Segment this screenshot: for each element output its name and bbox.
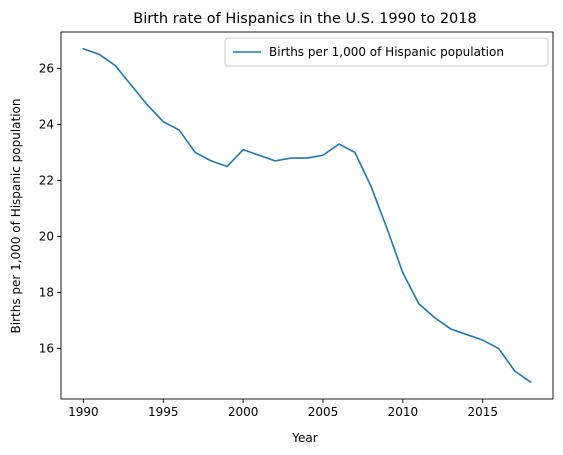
y-tick-label: 26 bbox=[39, 61, 54, 75]
plot-frame bbox=[60, 31, 554, 400]
y-tick-label: 16 bbox=[39, 342, 54, 356]
legend: Births per 1,000 of Hispanic population bbox=[224, 37, 549, 67]
x-axis-title: Year bbox=[291, 431, 317, 445]
x-tick-label: 2015 bbox=[467, 405, 498, 419]
y-tick-label: 18 bbox=[39, 286, 54, 300]
legend-box bbox=[224, 37, 549, 67]
series-line bbox=[82, 47, 532, 384]
x-tick-label: 1995 bbox=[148, 405, 179, 419]
chart-title: Birth rate of Hispanics in the U.S. 1990… bbox=[133, 11, 476, 27]
legend-label: Births per 1,000 of Hispanic population bbox=[269, 45, 504, 59]
x-tick-label: 1990 bbox=[68, 405, 99, 419]
y-tick-label: 20 bbox=[39, 230, 54, 244]
y-tick-label: 22 bbox=[39, 173, 54, 187]
x-tick-label: 2010 bbox=[388, 405, 419, 419]
y-tick-label: 24 bbox=[39, 117, 54, 131]
plot-area: 1990 1995 2000 2005 2010 2015 16 18 20 22 24 26 bbox=[39, 31, 554, 419]
x-tick-label: 2005 bbox=[308, 405, 339, 419]
y-axis-title: Births per 1,000 of Hispanic population bbox=[9, 99, 23, 334]
x-tick-label: 2000 bbox=[228, 405, 259, 419]
